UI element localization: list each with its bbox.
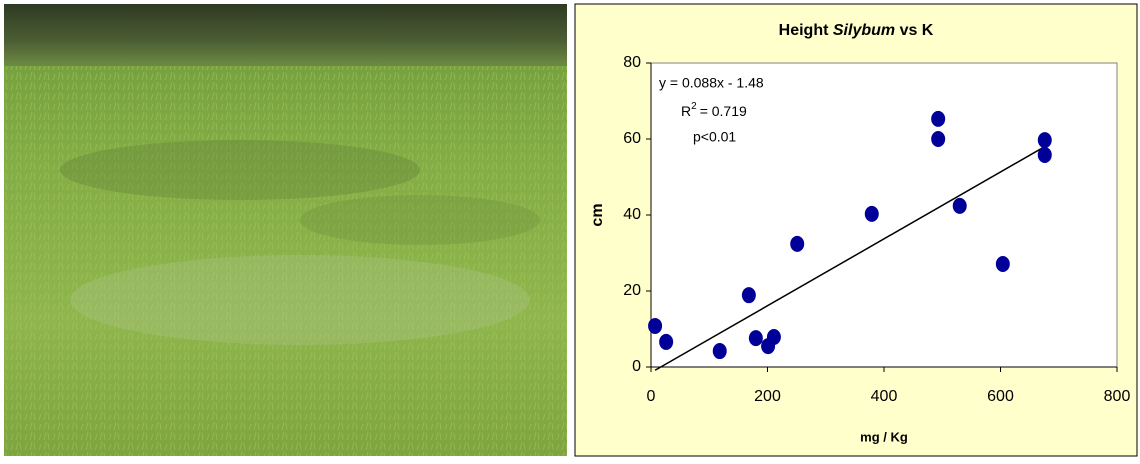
point [931, 111, 945, 127]
y-tick-label: 60 [623, 130, 641, 147]
point [865, 206, 879, 222]
point [648, 318, 662, 334]
annotation-part: 2 [691, 101, 697, 112]
y-tick-label: 0 [632, 358, 641, 375]
title-part: vs K [900, 22, 934, 39]
y-axis-label: cm [589, 203, 606, 226]
y-tick-label: 20 [623, 282, 641, 299]
point [713, 343, 727, 359]
point [659, 334, 673, 350]
annotation: R2= 0.719 [681, 101, 747, 119]
x-tick-label: 800 [1104, 388, 1131, 405]
x-tick-label: 0 [647, 388, 656, 405]
title-part: Height [779, 22, 829, 39]
point [996, 256, 1010, 272]
x-tick-label: 200 [754, 388, 781, 405]
page: Height Silybum vs K mg / Kg cm y = 0.088… [0, 0, 1140, 464]
point [953, 198, 967, 214]
annotation: p<0.01 [693, 129, 736, 145]
point [767, 329, 781, 345]
point [790, 236, 804, 252]
title-part: Silybum [833, 22, 895, 39]
annotation-part: R [681, 103, 691, 119]
chart-title: Height Silybum vs K [779, 22, 934, 39]
y-tick-label: 80 [623, 54, 641, 71]
x-tick-label: 400 [871, 388, 898, 405]
point [931, 131, 945, 147]
point [742, 287, 756, 303]
figure: Height Silybum vs K mg / Kg cm y = 0.088… [0, 0, 1140, 459]
point [1038, 147, 1052, 163]
annotation-part: = 0.719 [700, 103, 747, 119]
point [1038, 132, 1052, 148]
annotation: y = 0.088x - 1.48 [659, 75, 764, 91]
x-axis-label: mg / Kg [860, 429, 908, 444]
x-tick-label: 600 [987, 388, 1014, 405]
photo [4, 4, 567, 456]
point [749, 330, 763, 346]
y-tick-label: 40 [623, 206, 641, 223]
